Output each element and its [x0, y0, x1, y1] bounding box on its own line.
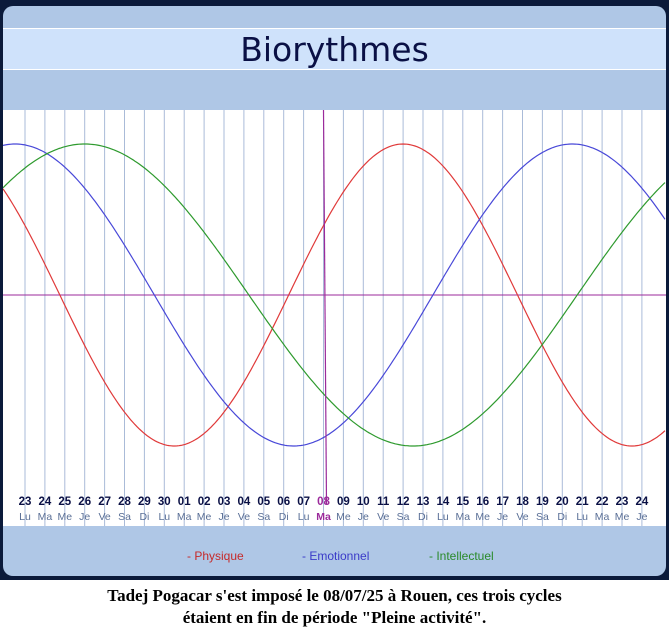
weekday-label: Me	[197, 511, 212, 523]
caption-line-2: étaient en fin de période "Pleine activi…	[182, 608, 487, 627]
weekday-label: Je	[497, 511, 508, 523]
day-number-label: 22	[596, 496, 609, 508]
grid-lines	[24, 110, 643, 526]
day-number-label: 01	[178, 496, 191, 508]
weekday-label: Sa	[257, 511, 270, 523]
today-line	[322, 109, 328, 505]
day-number-label: 23	[616, 496, 629, 508]
day-number-label: 05	[257, 496, 270, 508]
chart-panel: Biorythmes 23 Lu 24 Ma 25 Me 26 Je 27 Ve 28 Sa 29 Di 3…	[3, 6, 666, 576]
weekday-label: Je	[358, 511, 369, 523]
weekday-label: Sa	[397, 511, 410, 523]
day-number-label: 09	[337, 496, 350, 508]
biorhythm-plot: 23 Lu 24 Ma 25 Me 26 Je 27 Ve 28 Sa 29 Di 30 Lu 01 Ma 02 Me…	[3, 109, 666, 526]
day-number-label: 21	[576, 496, 589, 508]
weekday-label: Lu	[19, 511, 31, 523]
weekday-label: Me	[58, 511, 73, 523]
day-number-label: 15	[456, 496, 469, 508]
legend-intellectuel: - Intellectuel	[429, 549, 494, 563]
weekday-label: Ma	[595, 511, 610, 523]
legend-emotionnel: - Emotionnel	[302, 549, 370, 563]
day-number-label: 11	[377, 496, 390, 508]
plot-area	[3, 110, 666, 526]
day-number-label: 08	[317, 496, 330, 508]
weekday-label: Ve	[377, 511, 389, 523]
day-number-label: 04	[238, 496, 251, 508]
weekday-label: Lu	[298, 511, 310, 523]
day-number-label: 26	[78, 496, 91, 508]
curve-intellectuel	[3, 143, 666, 447]
weekday-label: Me	[475, 511, 490, 523]
weekday-label: Me	[336, 511, 351, 523]
legend-physique: - Physique	[187, 549, 244, 563]
day-number-label: 18	[516, 496, 529, 508]
curve-physique	[3, 143, 666, 447]
chart-title: Biorythmes	[240, 30, 429, 69]
weekday-label: Ve	[516, 511, 528, 523]
today-marker	[322, 109, 328, 505]
day-number-label: 24	[39, 496, 52, 508]
weekday-label: Ma	[177, 511, 192, 523]
weekday-label: Sa	[536, 511, 549, 523]
day-number-label: 30	[158, 496, 171, 508]
weekday-label: Sa	[118, 511, 131, 523]
title-band	[3, 28, 666, 70]
weekday-label: Lu	[437, 511, 449, 523]
day-number-label: 20	[556, 496, 569, 508]
day-number-label: 27	[98, 496, 111, 508]
weekday-label: Ve	[238, 511, 250, 523]
weekday-label: Je	[79, 511, 90, 523]
day-number-label: 13	[417, 496, 430, 508]
curve-emotionnel	[3, 143, 666, 447]
day-number-label: 24	[636, 496, 649, 508]
x-tick-labels: 23 Lu 24 Ma 25 Me 26 Je 27 Ve 28 Sa 29 Di 30 Lu 01 Ma 02 Me…	[19, 496, 649, 523]
day-number-label: 14	[437, 496, 450, 508]
day-number-label: 16	[476, 496, 489, 508]
caption-line-1: Tadej Pogacar s'est imposé le 08/07/25 à…	[107, 586, 562, 605]
weekday-label: Ma	[316, 511, 331, 523]
day-number-label: 06	[277, 496, 290, 508]
day-number-label: 29	[138, 496, 151, 508]
weekday-label: Lu	[576, 511, 588, 523]
day-number-label: 17	[496, 496, 509, 508]
weekday-label: Ma	[38, 511, 53, 523]
day-number-label: 07	[297, 496, 310, 508]
day-number-label: 19	[536, 496, 549, 508]
day-number-label: 23	[19, 496, 32, 508]
day-number-label: 10	[357, 496, 370, 508]
weekday-label: Di	[279, 511, 289, 523]
chart-frame: Biorythmes 23 Lu 24 Ma 25 Me 26 Je 27 Ve 28 Sa 29 Di 3…	[0, 0, 669, 580]
weekday-label: Di	[418, 511, 428, 523]
weekday-label: Lu	[158, 511, 170, 523]
day-number-label: 02	[198, 496, 211, 508]
day-number-label: 28	[118, 496, 131, 508]
weekday-label: Je	[218, 511, 229, 523]
weekday-label: Di	[557, 511, 567, 523]
weekday-label: Je	[636, 511, 647, 523]
day-number-label: 12	[397, 496, 410, 508]
caption: Tadej Pogacar s'est imposé le 08/07/25 à…	[0, 585, 669, 629]
weekday-label: Ma	[456, 511, 471, 523]
weekday-label: Me	[615, 511, 630, 523]
day-number-label: 03	[218, 496, 231, 508]
legend: - Physique - Emotionnel - Intellectuel	[3, 549, 666, 569]
series-curves	[3, 143, 666, 447]
weekday-label: Ve	[98, 511, 110, 523]
day-number-label: 25	[58, 496, 71, 508]
weekday-label: Di	[139, 511, 149, 523]
